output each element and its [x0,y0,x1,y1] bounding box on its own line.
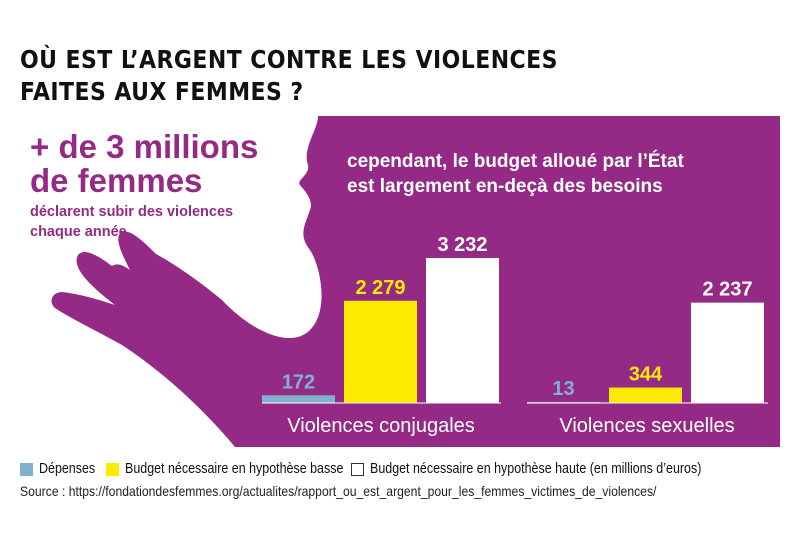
legend-label-depenses: Dépenses [39,461,96,477]
chart-subtitle-line-1: cependant, le budget alloué par l’État [347,151,684,172]
legend-item-depenses: Dépenses [20,461,104,477]
legend-label-budget-bas: Budget nécessaire en hypothèse basse [125,461,344,477]
bar-label-budget-bas-sexuelles: 344 [629,364,663,386]
title-line-1: OÙ EST L’ARGENT CONTRE LES VIOLENCES [20,45,558,74]
legend-swatch-depenses [20,462,33,476]
bar-budget-haut-sexuelles [691,302,764,403]
legend-swatch-budget-bas [106,462,120,476]
stat-caption: déclarent subir des violences chaque ann… [30,202,233,242]
bar-labels-layer: 172 2 279 3 232 13 344 2 237 [282,234,753,400]
chart-subtitle: cependant, le budget alloué par l’État e… [347,149,684,199]
bar-budget-haut-conjugales [426,258,499,403]
stat-headline: + de 3 millions de femmes [30,130,258,198]
title-line-2: FAITES AUX FEMMES ? [20,77,304,106]
stat-caption-line-1: déclarent subir des violences [30,204,234,220]
stat-headline-line-2: de femmes [30,162,203,199]
legend-item-budget-haut: Budget nécessaire en hypothèse haute (en… [351,461,755,477]
bar-label-depenses-sexuelles: 13 [552,378,574,400]
legend-item-budget-bas: Budget nécessaire en hypothèse basse [106,461,379,477]
legend-swatch-budget-haut [351,462,365,476]
bars-layer [262,258,764,403]
legend-label-budget-haut: Budget nécessaire en hypothèse haute (en… [370,461,702,477]
face-silhouette [51,116,781,447]
stat-caption-line-2: chaque année [30,224,127,240]
category-label-conjugales: Violences conjugales [287,415,475,437]
chart-subtitle-line-2: est largement en-deçà des besoins [347,176,663,197]
source-note: Source : https://fondationdesfemmes.org/… [20,483,657,499]
bar-budget-bas-conjugales [344,300,417,403]
bar-label-budget-bas-conjugales: 2 279 [355,277,405,299]
bar-label-budget-haut-conjugales: 3 232 [437,234,487,256]
page-title: OÙ EST L’ARGENT CONTRE LES VIOLENCES FAI… [20,44,558,108]
chart-legend: Dépenses Budget nécessaire en hypothèse … [20,459,764,479]
stat-headline-line-1: + de 3 millions [30,128,259,165]
bar-label-budget-haut-sexuelles: 2 237 [702,279,752,301]
category-label-sexuelles: Violences sexuelles [559,415,734,437]
bar-label-depenses-conjugales: 172 [282,371,315,393]
bar-depenses-conjugales [262,395,335,403]
bar-budget-bas-sexuelles [609,387,682,403]
